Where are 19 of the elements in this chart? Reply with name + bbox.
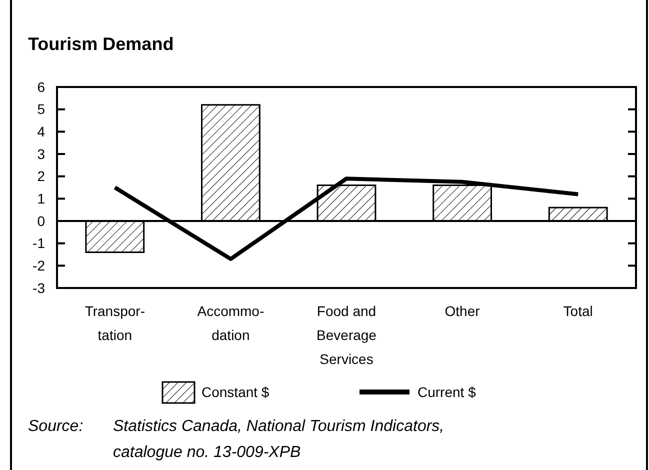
y-tick-label: 6 [37, 78, 46, 95]
chart-title: Tourism Demand [28, 34, 174, 54]
y-tick-label: 5 [37, 101, 46, 118]
y-tick-label: -2 [32, 258, 46, 274]
legend-label: Constant $ [202, 384, 270, 400]
y-tick-label: -3 [32, 280, 46, 296]
y-tick-label: 2 [37, 168, 46, 184]
x-tick-label: Food and Beverage Services [316, 303, 377, 367]
y-tick-label: 0 [37, 212, 46, 229]
x-tick-label: Transpor- tation [84, 303, 146, 343]
y-tick-label: 4 [37, 124, 46, 140]
legend-label: Current $ [418, 384, 476, 400]
x-tick-label: Other [444, 303, 480, 319]
y-tick-label: 3 [37, 146, 46, 162]
x-tick-label: Accommo- dation [197, 303, 264, 343]
y-tick-label: -1 [32, 235, 46, 252]
x-tick-label: Total [563, 303, 593, 319]
text: Source: Statistics Canada, National Tourism Indicators, catalogue no. 13-009-XPB [28, 418, 444, 461]
y-tick-label: 1 [37, 190, 46, 207]
